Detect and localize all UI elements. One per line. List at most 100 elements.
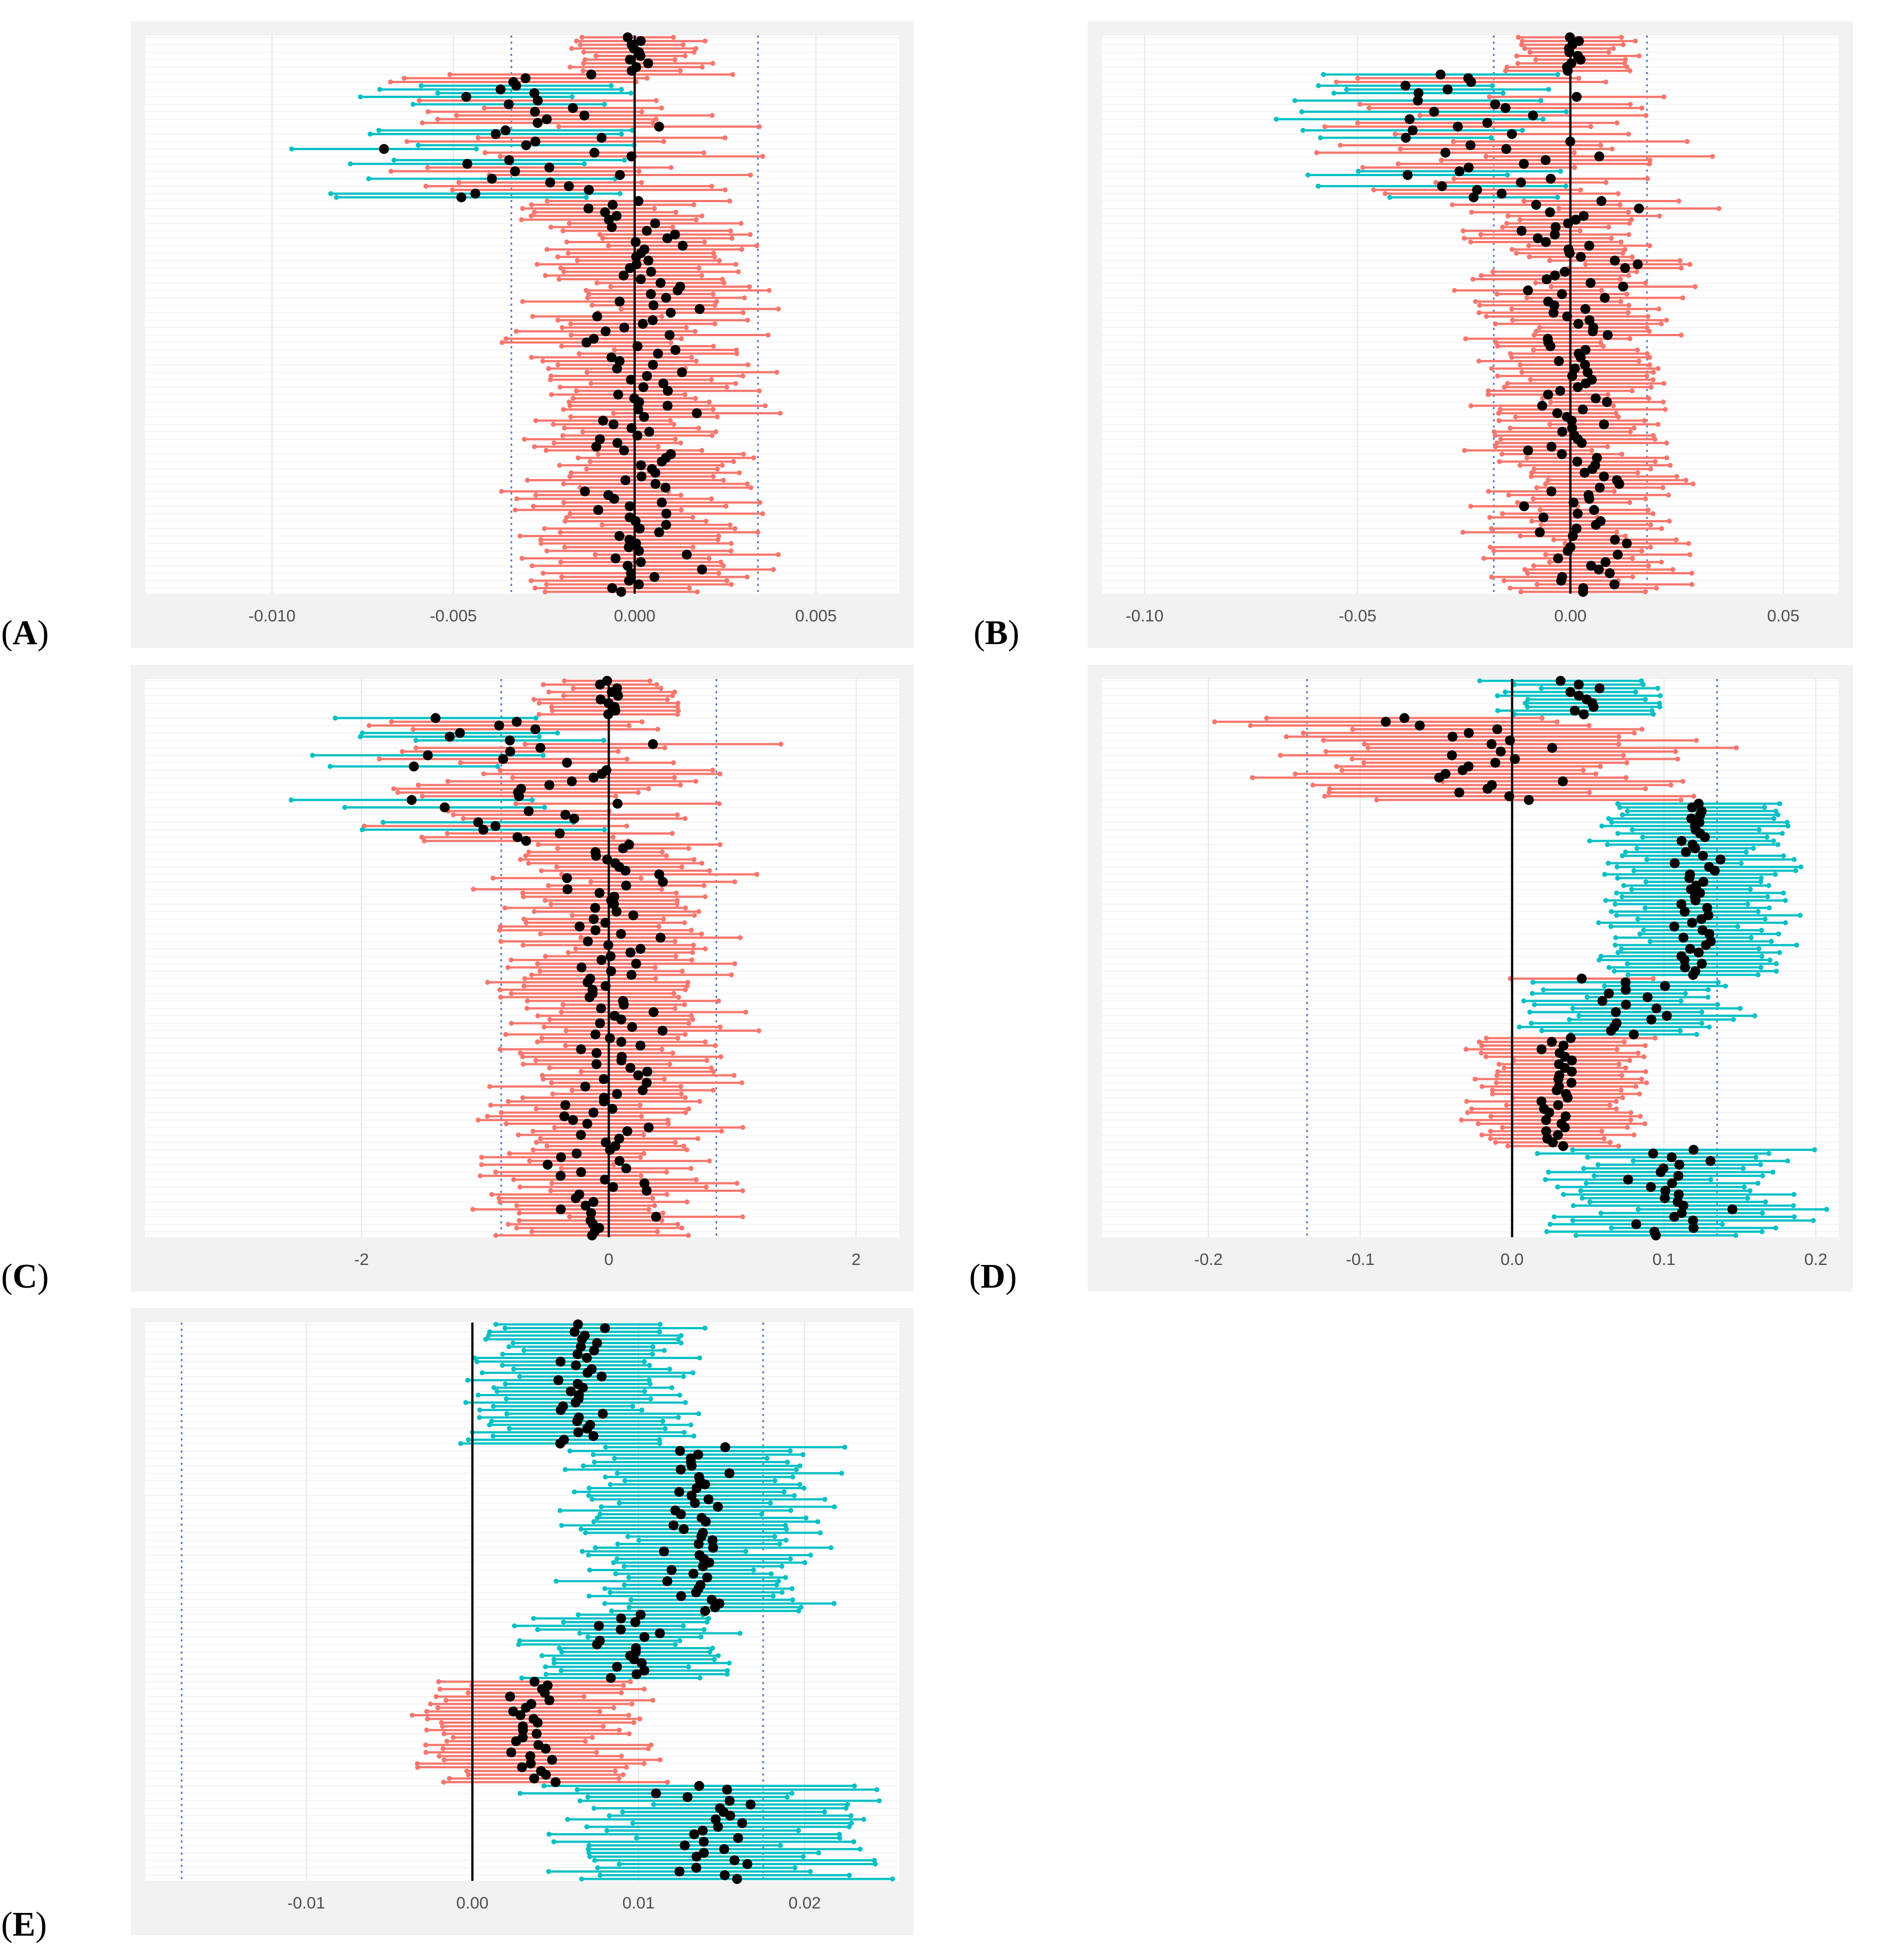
data-marks xyxy=(1212,676,1829,1241)
ci-upper-cap xyxy=(775,552,781,557)
ci-lower-cap xyxy=(493,1321,498,1327)
estimate-point xyxy=(691,1587,701,1598)
estimate-point xyxy=(588,1431,599,1441)
estimate-point xyxy=(1435,69,1446,80)
estimate-point xyxy=(672,285,683,296)
ci-lower-cap xyxy=(522,742,528,747)
estimate-point xyxy=(478,825,488,835)
estimate-point xyxy=(655,1628,665,1639)
ci-upper-cap xyxy=(1558,168,1563,174)
ci-lower-cap xyxy=(435,116,440,122)
ci-upper-cap xyxy=(1631,425,1637,431)
estimate-point xyxy=(595,694,606,704)
estimate-point xyxy=(461,91,471,102)
ci-upper-cap xyxy=(646,786,651,791)
estimate-point xyxy=(625,947,636,958)
ci-lower-cap xyxy=(497,1047,503,1052)
estimate-point xyxy=(593,505,604,515)
estimate-point xyxy=(1546,441,1557,452)
estimate-point xyxy=(742,1859,753,1869)
ci-upper-cap xyxy=(648,1742,654,1748)
ci-upper-cap xyxy=(655,1229,660,1234)
estimate-point xyxy=(586,1208,596,1218)
estimate-point xyxy=(1563,218,1573,229)
ci-lower-cap xyxy=(1498,436,1504,442)
ci-upper-cap xyxy=(1748,887,1753,892)
estimate-point xyxy=(1492,724,1502,734)
ci-upper-cap xyxy=(822,1809,827,1815)
ci-lower-cap xyxy=(517,1210,522,1216)
ci-lower-cap xyxy=(510,1340,516,1346)
ci-upper-cap xyxy=(1748,935,1754,940)
estimate-point xyxy=(556,1152,567,1162)
estimate-point xyxy=(555,1405,566,1415)
ci-upper-cap xyxy=(743,1009,749,1015)
ci-lower-cap xyxy=(1630,1158,1636,1164)
ci-upper-cap xyxy=(680,969,685,974)
ci-upper-cap xyxy=(711,291,716,297)
ci-upper-cap xyxy=(1810,1218,1816,1223)
estimate-point xyxy=(1571,523,1582,534)
ci-upper-cap xyxy=(1790,1203,1796,1208)
ci-lower-cap xyxy=(479,1162,485,1167)
ci-upper-cap xyxy=(677,1638,683,1644)
estimate-point xyxy=(612,1661,622,1672)
ci-upper-cap xyxy=(1753,1155,1759,1160)
ci-upper-cap xyxy=(1572,150,1577,156)
estimate-point xyxy=(490,821,501,831)
estimate-point xyxy=(1588,326,1598,337)
ci-lower-cap xyxy=(1507,425,1513,431)
ci-upper-cap xyxy=(1668,783,1674,788)
estimate-point xyxy=(1633,259,1643,270)
ci-lower-cap xyxy=(348,161,353,167)
ci-lower-cap xyxy=(1602,983,1607,989)
ci-lower-cap xyxy=(582,57,588,63)
estimate-point xyxy=(580,1200,591,1211)
ci-lower-cap xyxy=(503,1396,509,1402)
estimate-point xyxy=(1543,389,1553,400)
ci-upper-cap xyxy=(713,1043,718,1048)
ci-upper-cap xyxy=(719,276,725,282)
ci-lower-cap xyxy=(562,425,567,431)
ci-upper-cap xyxy=(667,418,673,424)
estimate-point xyxy=(596,1371,607,1382)
ci-upper-cap xyxy=(1767,905,1772,910)
ci-upper-cap xyxy=(1692,284,1698,290)
estimate-point xyxy=(650,218,661,229)
ci-lower-cap xyxy=(512,507,518,513)
ci-lower-cap xyxy=(577,351,582,357)
ci-upper-cap xyxy=(1775,842,1780,847)
estimate-point xyxy=(1702,903,1712,913)
estimate-point xyxy=(1548,307,1559,318)
estimate-point xyxy=(521,140,532,151)
ci-upper-cap xyxy=(684,1199,689,1205)
estimate-point xyxy=(532,1728,542,1739)
ci-upper-cap xyxy=(828,1545,833,1551)
ci-lower-cap xyxy=(521,942,526,948)
ci-upper-cap xyxy=(754,872,760,877)
ci-lower-cap xyxy=(541,570,546,576)
ci-upper-cap xyxy=(766,287,772,293)
ci-upper-cap xyxy=(669,1385,675,1391)
ci-upper-cap xyxy=(1627,220,1632,226)
estimate-point xyxy=(1558,776,1568,786)
ci-lower-cap xyxy=(557,276,562,282)
estimate-point xyxy=(1546,486,1557,497)
ci-lower-cap xyxy=(1479,1132,1485,1138)
estimate-point xyxy=(657,877,668,887)
estimate-point xyxy=(1567,371,1577,381)
ci-upper-cap xyxy=(626,1712,631,1718)
ci-lower-cap xyxy=(1608,924,1614,929)
estimate-point xyxy=(625,54,635,65)
ci-upper-cap xyxy=(659,1218,665,1223)
ci-lower-cap xyxy=(553,1578,559,1584)
ci-lower-cap xyxy=(519,1675,524,1681)
ci-lower-cap xyxy=(588,380,594,386)
ci-upper-cap xyxy=(751,455,756,461)
estimate-point xyxy=(689,1829,699,1839)
ci-lower-cap xyxy=(584,466,589,472)
estimate-point xyxy=(545,177,555,188)
ci-upper-cap xyxy=(756,388,762,394)
ci-lower-cap xyxy=(1492,444,1498,450)
ci-upper-cap xyxy=(659,1047,665,1052)
